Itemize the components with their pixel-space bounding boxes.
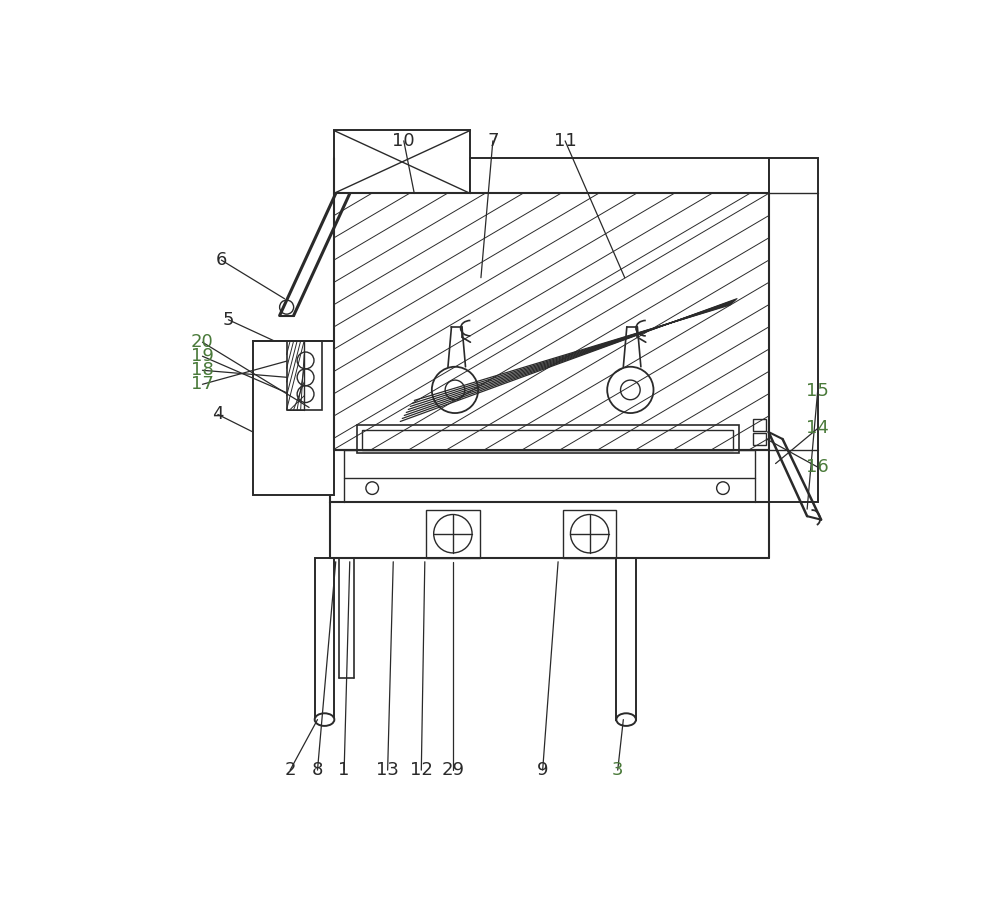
- Bar: [362, 430, 733, 449]
- Bar: [253, 341, 334, 496]
- Bar: [753, 419, 766, 431]
- Bar: [287, 341, 322, 410]
- Text: 2: 2: [284, 761, 296, 779]
- Text: 11: 11: [554, 132, 576, 150]
- Text: 4: 4: [212, 405, 224, 424]
- Bar: [753, 433, 766, 445]
- Text: 13: 13: [376, 761, 399, 779]
- Text: 19: 19: [191, 347, 214, 365]
- Text: 5: 5: [223, 311, 234, 329]
- Text: 14: 14: [806, 419, 829, 437]
- Text: 7: 7: [487, 132, 499, 150]
- Text: 1: 1: [338, 761, 350, 779]
- Text: 3: 3: [612, 761, 623, 779]
- Bar: [357, 425, 739, 453]
- Bar: [769, 159, 818, 502]
- Text: 15: 15: [806, 383, 829, 400]
- Text: 10: 10: [392, 132, 415, 150]
- Text: 18: 18: [191, 362, 214, 379]
- Bar: [563, 510, 616, 558]
- Ellipse shape: [315, 713, 334, 726]
- Text: 16: 16: [806, 458, 829, 476]
- Text: 6: 6: [216, 251, 227, 269]
- Text: 9: 9: [537, 761, 548, 779]
- Text: 20: 20: [191, 333, 214, 352]
- Bar: [470, 159, 769, 193]
- Text: 29: 29: [441, 761, 464, 779]
- Bar: [426, 510, 480, 558]
- Text: 8: 8: [312, 761, 323, 779]
- Text: 12: 12: [410, 761, 433, 779]
- Bar: [334, 130, 470, 193]
- Ellipse shape: [616, 713, 636, 726]
- Text: 17: 17: [191, 375, 214, 394]
- Bar: [315, 558, 334, 720]
- Bar: [330, 449, 769, 502]
- Bar: [616, 558, 636, 720]
